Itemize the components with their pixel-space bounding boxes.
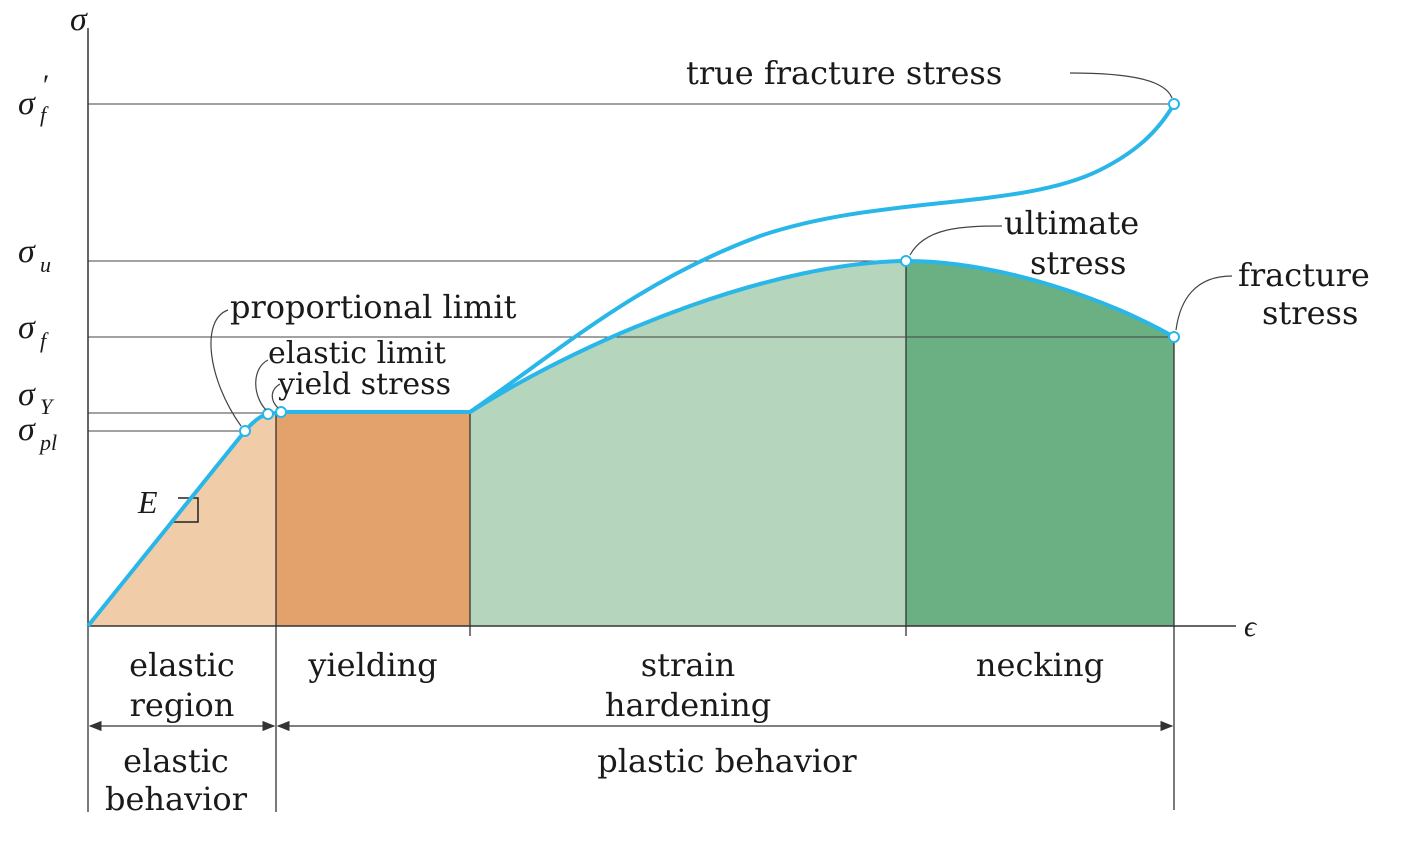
- svg-text:pl: pl: [38, 430, 57, 455]
- yielding-label: yielding: [307, 646, 437, 684]
- proportional-limit-label: proportional limit: [230, 288, 517, 326]
- necking-region-fill: [906, 261, 1174, 626]
- svg-text:σ: σ: [18, 85, 36, 122]
- svg-text:σ: σ: [18, 376, 36, 413]
- yield-stress-point: [275, 406, 287, 418]
- elastic-region-label-2: region: [130, 686, 235, 724]
- true-fracture-stress-point: [1168, 98, 1180, 110]
- reference-lines: [88, 103, 1174, 432]
- fracture-stress-label-2: stress: [1262, 294, 1358, 332]
- modulus-slope-triangle: [173, 497, 199, 523]
- yielding-region-fill: [276, 412, 470, 626]
- svg-text:u: u: [40, 252, 51, 277]
- y-axis-symbol: σ: [70, 1, 88, 38]
- modulus-label: E: [137, 484, 158, 520]
- svg-text:f: f: [40, 328, 49, 353]
- ultimate-stress-label-1: ultimate: [1004, 204, 1139, 242]
- ultimate-stress-point: [900, 255, 912, 267]
- x-axis-symbol: ϵ: [1244, 610, 1258, 643]
- true-stress-curve: [468, 102, 1176, 414]
- axes: [87, 28, 1236, 627]
- ultimate-stress-label-2: stress: [1030, 244, 1126, 282]
- plastic-behavior-label: plastic behavior: [597, 742, 857, 780]
- necking-label: necking: [976, 646, 1104, 684]
- leader-lines: [210, 72, 1233, 427]
- elastic-limit-label: elastic limit: [268, 336, 446, 371]
- tick-fracture: σ f: [18, 309, 49, 353]
- elastic-region-fill: [88, 413, 276, 626]
- proportional-limit-point: [239, 425, 251, 437]
- strain-hardening-label-1: strain: [641, 646, 736, 684]
- tick-yield: σ Y: [18, 376, 55, 419]
- strain-hardening-label-2: hardening: [605, 686, 771, 724]
- tick-proportional: σ pl: [18, 411, 57, 455]
- svg-text:σ: σ: [18, 233, 36, 270]
- svg-text:σ: σ: [18, 411, 36, 448]
- true-fracture-stress-label: true fracture stress: [686, 54, 1002, 92]
- region-dividers: [87, 261, 1175, 812]
- tick-ultimate: σ u: [18, 233, 51, 277]
- tick-true-fracture: σ ′ f: [18, 69, 49, 127]
- svg-text:f: f: [40, 102, 49, 127]
- svg-text:′: ′: [41, 69, 48, 102]
- fracture-stress-point: [1168, 331, 1180, 343]
- fracture-stress-label-1: fracture: [1238, 256, 1370, 294]
- elastic-behavior-label-2: behavior: [105, 780, 248, 818]
- svg-text:Y: Y: [40, 394, 55, 419]
- svg-text:σ: σ: [18, 309, 36, 346]
- elastic-region-label-1: elastic: [129, 646, 235, 684]
- yield-stress-label: yield stress: [277, 367, 451, 402]
- strain-hardening-region-fill: [470, 261, 906, 626]
- elastic-limit-point: [262, 408, 274, 420]
- elastic-behavior-label-1: elastic: [123, 742, 229, 780]
